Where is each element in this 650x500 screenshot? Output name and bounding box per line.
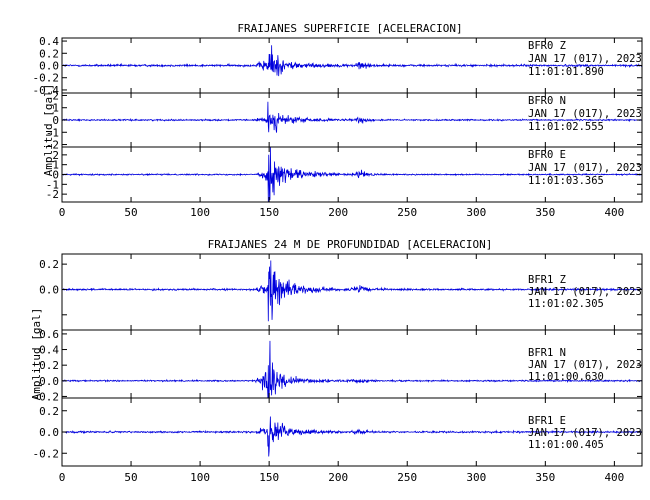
x-tick-label: 0 — [59, 206, 66, 219]
y-tick-label: 0.2 — [39, 405, 59, 418]
y-tick-label: 0.0 — [39, 283, 59, 296]
x-tick-label: 200 — [328, 471, 348, 484]
trace-date-label: JAN 17 (017), 2023 — [528, 359, 642, 371]
x-tick-label: 400 — [604, 471, 624, 484]
trace-time-label: 11:01:00.405 — [528, 439, 604, 451]
x-tick-label: 100 — [190, 471, 210, 484]
x-tick-label: 50 — [124, 471, 137, 484]
waveform-line — [61, 260, 643, 322]
y-tick-label: -1 — [46, 126, 59, 139]
waveform-line — [61, 45, 643, 77]
chart-panel-depth: FRAIJANES 24 M DE PROFUNDIDAD [ACELERACI… — [30, 238, 643, 484]
waveform-line — [61, 416, 643, 457]
y-tick-label: -1 — [46, 178, 59, 191]
y-tick-label: 0.4 — [39, 344, 59, 357]
trace-time-label: 11:01:02.305 — [528, 298, 604, 310]
y-tick-label: 0.6 — [39, 328, 59, 341]
x-tick-label: 150 — [259, 206, 279, 219]
trace-time-label: 11:01:03.365 — [528, 175, 604, 187]
chart-title: FRAIJANES 24 M DE PROFUNDIDAD [ACELERACI… — [208, 238, 493, 251]
trace-station-label: BFR0 Z — [528, 40, 566, 52]
y-tick-label: 0.2 — [39, 359, 59, 372]
y-tick-label: 1 — [52, 102, 59, 115]
x-tick-label: 0 — [59, 471, 66, 484]
y-tick-label: -0.2 — [33, 72, 60, 85]
y-tick-label: 2 — [52, 89, 59, 102]
trace-date-label: JAN 17 (017), 2023 — [528, 286, 642, 298]
y-tick-label: 0.0 — [39, 426, 59, 439]
y-tick-label: 0.4 — [39, 35, 59, 48]
trace-station-label: BFR0 E — [528, 149, 566, 161]
y-tick-label: 0.2 — [39, 258, 59, 271]
y-axis-label: Amplitud [gal] — [42, 84, 55, 177]
x-tick-label: 50 — [124, 206, 137, 219]
trace-station-label: BFR0 N — [528, 95, 566, 107]
y-tick-label: -2 — [46, 139, 59, 152]
trace-date-label: JAN 17 (017), 2023 — [528, 108, 642, 120]
y-tick-label: 2 — [52, 149, 59, 162]
trace-time-label: 11:01:01.890 — [528, 66, 604, 78]
waveform-line — [61, 146, 643, 203]
y-tick-label: 0 — [52, 114, 59, 127]
x-tick-label: 250 — [397, 471, 417, 484]
x-tick-label: 350 — [535, 471, 555, 484]
x-tick-label: 100 — [190, 206, 210, 219]
y-tick-label: -2 — [46, 188, 59, 201]
y-tick-label: 0.2 — [39, 47, 59, 60]
y-tick-label: 0.0 — [39, 60, 59, 73]
x-tick-label: 300 — [466, 206, 486, 219]
trace-time-label: 11:01:00.630 — [528, 371, 604, 383]
trace-station-label: BFR1 E — [528, 415, 566, 427]
y-axis-label: Amplitud [gal] — [30, 308, 43, 401]
trace-station-label: BFR1 Z — [528, 274, 566, 286]
y-tick-label: 1 — [52, 159, 59, 172]
trace-date-label: JAN 17 (017), 2023 — [528, 427, 642, 439]
waveform-line — [61, 340, 643, 399]
y-tick-label: 0 — [52, 169, 59, 182]
y-tick-label: 0.0 — [39, 375, 59, 388]
x-tick-label: 250 — [397, 206, 417, 219]
waveform-line — [61, 101, 643, 133]
y-tick-label: -0.2 — [33, 447, 60, 460]
trace-station-label: BFR1 N — [528, 347, 566, 359]
chart-title: FRAIJANES SUPERFICIE [ACELERACION] — [237, 22, 462, 35]
x-tick-label: 200 — [328, 206, 348, 219]
trace-date-label: JAN 17 (017), 2023 — [528, 53, 642, 65]
trace-time-label: 11:01:02.555 — [528, 121, 604, 133]
x-tick-label: 150 — [259, 471, 279, 484]
y-tick-label: -0.4 — [33, 84, 60, 97]
x-tick-label: 300 — [466, 471, 486, 484]
chart-panel-surface: FRAIJANES SUPERFICIE [ACELERACION] Ampli… — [33, 22, 643, 219]
y-tick-label: -0.2 — [33, 390, 60, 403]
x-tick-label: 350 — [535, 206, 555, 219]
x-tick-label: 400 — [604, 206, 624, 219]
trace-date-label: JAN 17 (017), 2023 — [528, 162, 642, 174]
